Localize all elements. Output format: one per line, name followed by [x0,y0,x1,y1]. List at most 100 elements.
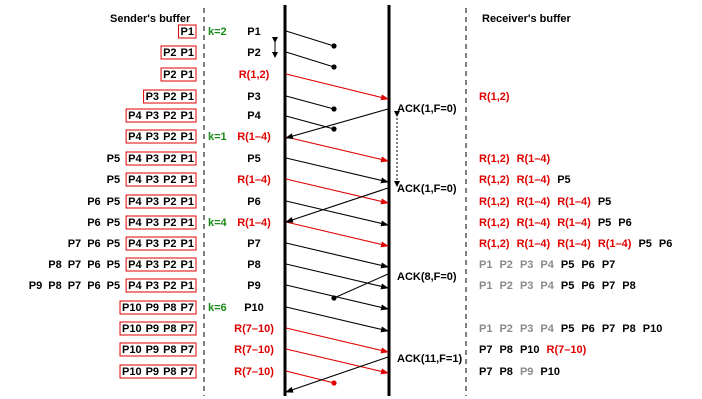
sender-buffered-packet: P5 [107,153,120,165]
sender-buffered-packet: P1 [181,174,194,186]
receiver-buffered-packet: P2 [499,323,512,335]
sent-packet-label: R(7–10) [234,344,274,356]
retained-packets-box [125,236,197,251]
sent-packet-label: P5 [247,153,260,165]
transmission-arrow [285,200,389,227]
transmission-arrow [285,242,389,269]
receiver-row: R(1,2) R(1–4) [479,153,551,165]
receiver-buffered-packet: P6 [581,259,594,271]
sender-row: P4 P3 P2 P1 P5 [107,151,197,166]
receiver-row: R(1,2) R(1–4) R(1–4) P5 P6 [479,217,632,229]
sent-packet-label: R(1–4) [237,217,271,229]
sent-packet-label: R(7–10) [234,323,274,335]
sender-row: P10 P9 P8 P7 [119,364,197,379]
sent-packet-label: P10 [244,302,264,314]
sender-buffered-packet: P2 [163,153,176,165]
receiver-buffered-packet: P9 [520,366,533,378]
sender-buffered-packet: P1 [181,26,194,38]
receiver-buffered-packet: P5 [598,217,611,229]
lost-packet-arrow [285,115,335,130]
sender-row: P2 P1 [160,67,197,82]
receiver-buffered-packet: R(7–10) [547,344,587,356]
sender-buffered-packet: P6 [87,217,100,229]
lost-packet-arrow [285,51,335,68]
retained-packets-box [160,67,197,82]
sender-buffered-packet: P3 [146,91,159,103]
retained-packets-box [125,215,197,230]
sender-buffered-packet: P6 [87,196,100,208]
sender-buffered-packet: P7 [181,323,194,335]
sender-buffered-packet: P9 [146,323,159,335]
sender-buffered-packet: P8 [48,259,61,271]
receiver-buffered-packet: R(1–4) [517,196,551,208]
sender-buffered-packet: P2 [163,217,176,229]
receiver-buffered-packet: R(1–4) [517,238,551,250]
receiver-buffered-packet: P4 [540,259,554,271]
sender-buffered-packet: P7 [68,259,81,271]
sender-row: P4 P3 P2 P1 [125,108,197,123]
receiver-buffered-packet: R(1,2) [479,196,510,208]
receiver-buffered-packet: R(1–4) [517,217,551,229]
receiver-buffered-packet: P10 [520,344,540,356]
arrows-layer [272,30,400,393]
sender-row: P4 P3 P2 P1 P5 P6 [87,215,197,230]
sender-row: P10 P9 P8 P7 [119,342,197,357]
sender-row: P4 P3 P2 P1 P5 P6 P7 P8 P9 [29,278,197,293]
receiver-buffered-packet: R(1–4) [517,174,551,186]
sender-buffered-packet: P7 [68,280,81,292]
sender-buffered-packet: P5 [107,217,120,229]
sender-buffered-packet: P3 [146,280,159,292]
sender-buffered-packet: P9 [146,302,159,314]
loss-dot [331,64,337,70]
sender-buffered-packet: P3 [146,153,159,165]
sender-buffered-packet: P2 [163,259,176,271]
transmission-arrow [285,136,389,163]
sender-buffered-packet: P3 [146,174,159,186]
receiver-buffered-packet: P1 [479,323,492,335]
retained-packets-box [119,300,197,315]
retained-packets-box [143,89,197,104]
receiver-buffered-packet: P1 [479,259,492,271]
receiver-buffered-packet: P2 [499,259,512,271]
sender-row: P4 P3 P2 P1 P5 [107,172,197,187]
sent-packet-label: P3 [247,91,260,103]
retained-packets-box [119,342,197,357]
sender-buffered-packet: P6 [87,238,100,250]
sender-buffered-packet: P8 [163,302,176,314]
sender-buffered-packet: P1 [181,91,194,103]
retained-packets-box [160,45,197,60]
sender-buffered-packet: P2 [163,91,176,103]
receiver-buffered-packet: P6 [618,217,631,229]
k-label: k=2 [208,26,227,38]
receiver-buffered-packet: P6 [659,238,672,250]
sent-packet-label: P1 [247,26,260,38]
sender-buffered-packet: P2 [163,47,176,59]
sender-buffered-packet: P10 [122,366,142,378]
retained-packets-box [119,364,197,379]
receiver-row: P1 P2 P3 P4 P5 P6 P7 P8 P10 [479,323,662,335]
sender-buffered-packet: P10 [122,344,142,356]
sender-buffered-packet: P4 [128,280,142,292]
sender-row: P4 P3 P2 P1 P5 P6 P7 P8 [48,257,197,272]
receiver-buffered-packet: P6 [581,323,594,335]
ack-labels: ACK(1,F=0) ACK(1,F=0) ACK(8,F=0) ACK(11,F=1… [397,103,462,365]
sender-buffered-packet: P1 [181,153,194,165]
receiver-buffered-packet: P8 [622,280,635,292]
sender-buffered-packet: P5 [107,174,120,186]
receiver-buffered-packet: P1 [479,280,492,292]
sender-buffered-packet: P10 [122,302,142,314]
receiver-buffered-packet: R(1,2) [479,238,510,250]
receiver-buffered-packet: R(1–4) [598,238,632,250]
sender-buffered-packet: P9 [29,280,42,292]
sender-row: P4 P3 P2 P1 [125,129,197,144]
receiver-buffered-packet: R(1–4) [557,217,591,229]
sender-buffered-packet: P4 [128,217,142,229]
sender-buffered-packet: P2 [163,174,176,186]
retained-packets-box [119,321,197,336]
sender-buffered-packet: P4 [128,131,142,143]
sender-buffered-packet: P8 [163,366,176,378]
transmission-arrow [285,221,389,248]
lost-packet-arrow [285,30,335,47]
receiver-row: P7 P8 P10 R(7–10) [479,344,587,356]
receiver-buffered-packet: P3 [520,259,533,271]
